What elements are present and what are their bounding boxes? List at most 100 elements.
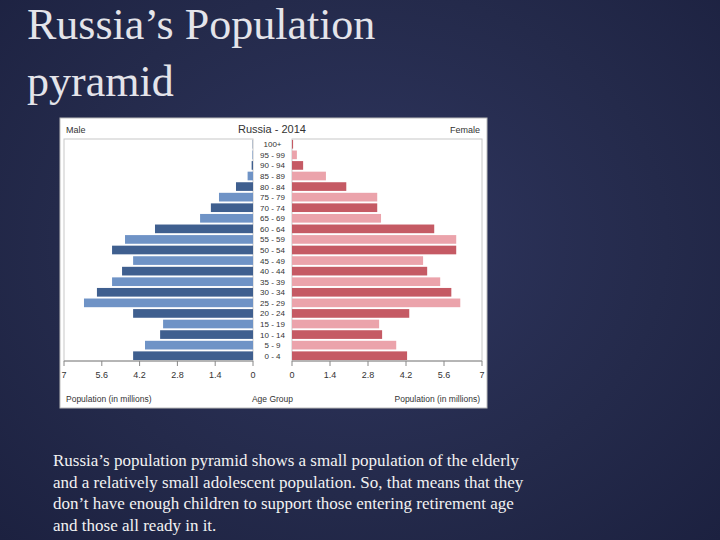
category-label: 40 - 44	[260, 267, 285, 276]
x-tick	[177, 361, 178, 366]
bar	[292, 203, 377, 212]
bar	[252, 151, 253, 160]
bar	[122, 267, 253, 276]
plot-frame	[64, 139, 253, 361]
bar	[145, 341, 253, 350]
x-tick-label: 0	[250, 370, 255, 380]
legend-label: Male	[66, 125, 86, 135]
x-tick-label: 4.2	[133, 370, 146, 380]
x-tick	[482, 361, 483, 366]
x-tick	[139, 361, 140, 366]
x-tick	[253, 361, 254, 366]
x-axis-label: Population (in millions)	[394, 394, 480, 404]
bar	[292, 320, 379, 329]
bar	[252, 161, 253, 170]
plot-frame	[292, 139, 482, 361]
bar	[163, 320, 253, 329]
bars-male	[84, 140, 253, 360]
x-tick-label: 5.6	[438, 370, 451, 380]
caption-line: don’t have enough children to support th…	[53, 493, 673, 515]
bar	[112, 246, 253, 255]
x-tick-label: 1.4	[209, 370, 222, 380]
bar	[125, 235, 253, 244]
bar	[133, 256, 253, 265]
chart-background	[60, 118, 487, 408]
category-label: 20 - 24	[260, 309, 285, 318]
x-tick-label: 2.8	[362, 370, 375, 380]
bar	[236, 182, 253, 191]
category-label: 80 - 84	[260, 183, 285, 192]
slide-title: Russia’s Population pyramid	[27, 0, 497, 110]
x-tick-label: 1.4	[324, 370, 337, 380]
bar	[292, 193, 377, 202]
y-axis-label: Age Group	[252, 394, 293, 404]
bar	[97, 288, 253, 297]
category-label: 75 - 79	[260, 193, 285, 202]
x-tick	[368, 361, 369, 366]
x-axis-label: Population (in millions)	[66, 394, 152, 404]
x-tick-label: 2.8	[171, 370, 184, 380]
category-label: 100+	[263, 140, 281, 149]
bar	[292, 214, 381, 223]
bar	[248, 172, 253, 181]
chart-title: Russia - 2014	[238, 123, 306, 135]
x-tick-label: 5.6	[96, 370, 109, 380]
category-label: 70 - 74	[260, 204, 285, 213]
caption: Russia’s population pyramid shows a smal…	[53, 450, 673, 536]
x-tick-label: 0	[289, 370, 294, 380]
bars-female	[292, 140, 460, 360]
bar	[292, 309, 409, 318]
bar	[160, 330, 253, 339]
category-label: 90 - 94	[260, 161, 285, 170]
category-label: 25 - 29	[260, 299, 285, 308]
bar	[292, 151, 297, 160]
bar	[292, 341, 396, 350]
bar	[292, 288, 451, 297]
bar	[292, 235, 456, 244]
bar	[292, 161, 303, 170]
bar	[292, 267, 427, 276]
x-tick	[406, 361, 407, 366]
bar	[211, 203, 253, 212]
bar	[200, 214, 253, 223]
bar	[292, 351, 407, 360]
caption-line: and those all ready in it.	[53, 515, 673, 537]
bar	[292, 256, 423, 265]
category-label: 30 - 34	[260, 288, 285, 297]
category-label: 15 - 19	[260, 320, 285, 329]
category-label: 55 - 59	[260, 235, 285, 244]
bar	[252, 140, 253, 149]
x-tick	[292, 361, 293, 366]
bar	[292, 246, 456, 255]
bar	[219, 193, 253, 202]
bar	[133, 351, 253, 360]
x-tick	[215, 361, 216, 366]
bar	[292, 225, 434, 234]
x-tick-label: 7	[479, 370, 484, 380]
bar	[292, 172, 326, 181]
bar	[155, 225, 253, 234]
category-label: 85 - 89	[260, 172, 285, 181]
category-label: 35 - 39	[260, 278, 285, 287]
bar	[292, 140, 293, 149]
caption-line: and a relatively small adolescent popula…	[53, 472, 673, 494]
x-tick	[64, 361, 65, 366]
x-tick-label: 7	[61, 370, 66, 380]
category-label: 50 - 54	[260, 246, 285, 255]
bar	[292, 277, 440, 286]
bar	[112, 277, 253, 286]
category-label: 0 - 4	[264, 352, 281, 361]
bar	[84, 299, 253, 308]
caption-line: Russia’s population pyramid shows a smal…	[53, 450, 673, 472]
x-tick	[330, 361, 331, 366]
category-label: 45 - 49	[260, 257, 285, 266]
bar	[292, 330, 382, 339]
category-label: 60 - 64	[260, 225, 285, 234]
legend-label: Female	[450, 125, 480, 135]
x-tick	[444, 361, 445, 366]
category-label: 5 - 9	[264, 341, 281, 350]
x-tick-label: 4.2	[400, 370, 413, 380]
bar	[292, 182, 346, 191]
bar	[133, 309, 253, 318]
category-label: 10 - 14	[260, 331, 285, 340]
